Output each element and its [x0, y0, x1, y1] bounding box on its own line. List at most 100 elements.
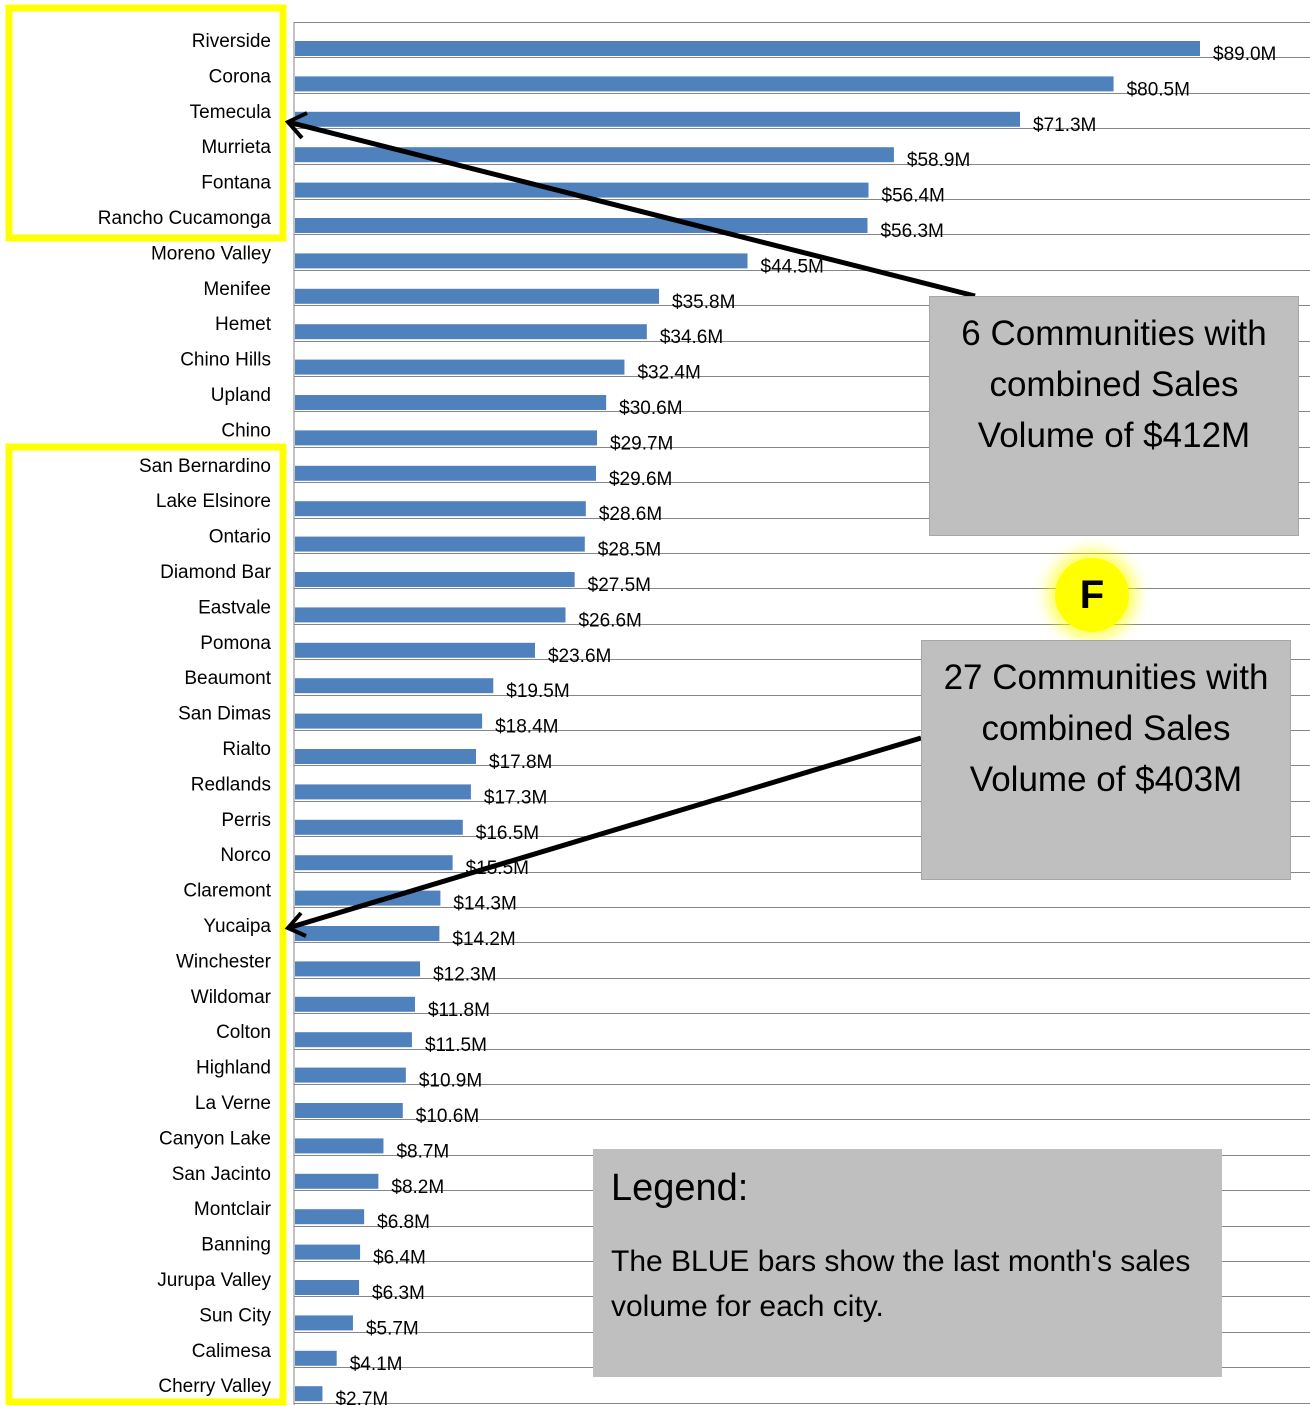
category-label: Murrieta — [201, 137, 271, 158]
bar — [295, 395, 607, 410]
category-label: Corona — [209, 66, 272, 87]
category-label: Canyon Lake — [159, 1128, 271, 1149]
bar — [295, 359, 625, 375]
value-label: $17.3M — [484, 787, 547, 808]
bar — [295, 147, 894, 163]
value-label: $89.0M — [1213, 44, 1276, 65]
value-label: $30.6M — [619, 398, 682, 419]
bar — [295, 1315, 353, 1331]
bar — [295, 253, 748, 269]
value-label: $56.4M — [882, 186, 945, 207]
category-label: Highland — [196, 1058, 271, 1079]
category-label: San Dimas — [178, 704, 271, 725]
category-label: Wildomar — [191, 987, 272, 1008]
value-label: $8.2M — [391, 1177, 444, 1198]
bar — [295, 430, 598, 446]
value-label: $17.8M — [489, 752, 552, 773]
value-label: $32.4M — [637, 363, 700, 384]
category-label: Cherry Valley — [158, 1376, 271, 1397]
category-label: San Bernardino — [139, 456, 271, 477]
bar — [295, 678, 494, 694]
legend-title: Legend: — [611, 1167, 749, 1209]
value-label: $44.5M — [761, 256, 824, 277]
bar — [295, 41, 1200, 56]
category-label: Chino — [221, 420, 271, 441]
category-label: Redlands — [191, 774, 271, 795]
f-badge: F — [1055, 558, 1129, 632]
category-label: Banning — [201, 1235, 271, 1256]
value-label: $34.6M — [660, 327, 723, 348]
bar — [295, 1386, 323, 1402]
bar — [295, 218, 868, 233]
value-label: $35.8M — [672, 292, 735, 313]
value-label: $4.1M — [350, 1354, 403, 1375]
bar — [295, 536, 585, 552]
category-label: Chino Hills — [180, 350, 271, 371]
bar — [295, 961, 421, 977]
value-label: $6.8M — [377, 1212, 430, 1233]
category-label: Upland — [211, 385, 271, 406]
value-label: $29.7M — [610, 433, 673, 454]
bar — [295, 1173, 379, 1189]
bar — [295, 1032, 412, 1048]
value-label: $2.7M — [335, 1389, 388, 1405]
bar — [295, 465, 596, 481]
category-label: Moreno Valley — [151, 243, 272, 264]
category-label: Hemet — [215, 314, 272, 335]
value-label: $56.3M — [880, 221, 943, 242]
value-label: $11.5M — [425, 1035, 487, 1056]
value-label: $58.9M — [907, 150, 970, 171]
bar — [295, 784, 471, 800]
bar — [295, 1138, 384, 1154]
value-label: $6.4M — [373, 1248, 426, 1269]
value-label: $16.5M — [476, 823, 539, 844]
value-label: $14.3M — [453, 894, 516, 915]
value-label: $10.9M — [419, 1071, 482, 1092]
category-label: Diamond Bar — [160, 562, 272, 583]
bar — [295, 1067, 406, 1083]
bars — [295, 41, 1200, 1402]
bar — [295, 572, 575, 587]
value-label: $80.5M — [1127, 79, 1190, 100]
top-group-callout: 6 Communities with combined Sales Volume… — [929, 296, 1299, 536]
bar — [295, 76, 1114, 92]
category-label: San Jacinto — [172, 1164, 271, 1185]
category-labels: Riverside Corona Temecula Murrieta Fontana Ra… — [98, 31, 272, 1397]
value-label: $29.6M — [609, 469, 672, 490]
category-label: Riverside — [192, 31, 271, 52]
legend-text: The BLUE bars show the last month's sale… — [611, 1245, 1191, 1323]
value-label: $28.5M — [598, 540, 661, 561]
bar — [295, 288, 660, 304]
value-label: $12.3M — [433, 964, 496, 985]
category-label: La Verne — [195, 1093, 271, 1114]
value-label: $15.5M — [466, 858, 529, 879]
bar — [295, 926, 440, 941]
category-label: Rialto — [222, 739, 271, 760]
bar — [295, 819, 463, 835]
bar — [295, 642, 535, 658]
bar — [295, 1103, 403, 1118]
value-label: $8.7M — [396, 1141, 449, 1162]
value-label: $6.3M — [372, 1283, 425, 1304]
bottom-arrow — [284, 735, 922, 938]
bar — [295, 111, 1021, 127]
category-label: Ontario — [209, 527, 271, 548]
category-label: Menifee — [203, 279, 271, 300]
bar — [295, 855, 453, 871]
value-label: $28.6M — [599, 504, 662, 525]
value-label: $14.2M — [452, 929, 515, 950]
bar — [295, 1244, 361, 1260]
value-label: $11.8M — [428, 1000, 490, 1021]
top-group-highlight — [5, 4, 287, 242]
category-label: Jurupa Valley — [157, 1270, 271, 1291]
category-label: Colton — [216, 1022, 271, 1043]
bottom-group-callout: 27 Communities with combined Sales Volum… — [921, 640, 1291, 880]
category-label: Calimesa — [192, 1341, 272, 1362]
category-label: Temecula — [190, 102, 272, 123]
category-label: Norco — [220, 845, 271, 866]
bar — [295, 607, 566, 623]
value-label: $19.5M — [506, 681, 569, 702]
category-label: Winchester — [176, 951, 272, 972]
value-label: $26.6M — [578, 610, 641, 631]
category-label: Pomona — [200, 633, 271, 654]
